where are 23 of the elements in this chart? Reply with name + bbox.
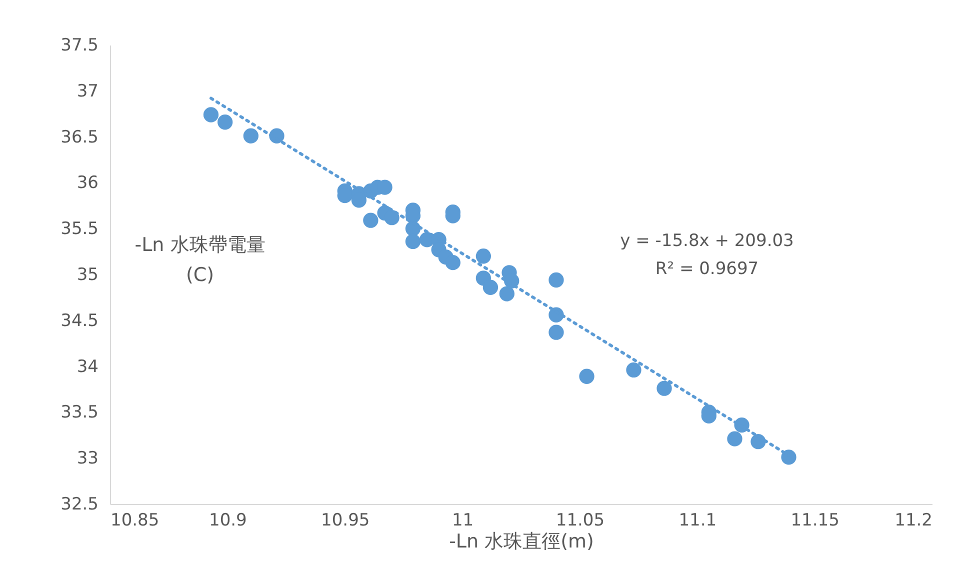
x-tick-label: 11.15 <box>790 510 840 530</box>
y-tick-label: 35.5 <box>60 219 98 240</box>
y-tick-label: 33.5 <box>60 402 98 423</box>
x-tick-label: 10.95 <box>321 510 370 530</box>
y-tick-label: 32.5 <box>60 494 98 514</box>
y-axis-title: -Ln 水珠帶電量 (C) <box>134 234 266 286</box>
annotation: R² = 0.9697 <box>655 259 759 279</box>
y-tick-label: 36.5 <box>60 127 98 148</box>
y-tick-label: 33 <box>76 448 98 469</box>
x-tick-label: 11.05 <box>556 510 605 530</box>
annotation: y = -15.8x + 209.03 <box>620 231 794 251</box>
x-axis-title: -Ln 水珠直徑(m) <box>449 530 594 552</box>
y-tick-label: 36 <box>76 173 98 194</box>
y-tick-label: 37.5 <box>60 36 98 56</box>
y-tick-label: 35 <box>76 265 98 285</box>
y-tick-label: 37 <box>76 81 98 102</box>
y-tick-label: 34 <box>76 356 98 377</box>
x-tick-label: 11 <box>452 510 474 530</box>
x-tick-label: 10.9 <box>209 510 247 530</box>
x-tick-label: 10.85 <box>110 510 160 530</box>
x-tick-label: 11.2 <box>894 510 932 530</box>
x-tick-label: 11.1 <box>678 510 717 530</box>
y-tick-label: 34.5 <box>60 310 98 331</box>
